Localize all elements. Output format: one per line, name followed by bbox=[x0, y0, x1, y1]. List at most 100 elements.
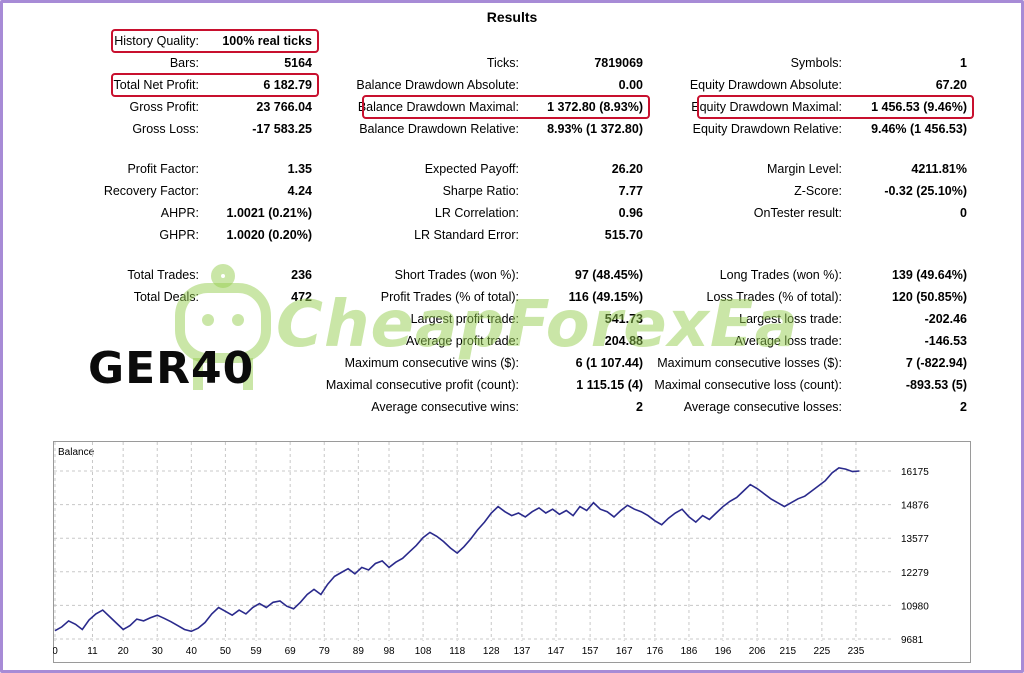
stat-value-ghpr: 1.0020 (0.20%) bbox=[226, 228, 312, 242]
stat-label-total-net-profit: Total Net Profit: bbox=[113, 78, 199, 92]
stat-label-total-deals: Total Deals: bbox=[133, 290, 199, 304]
highlight-box-equity-dd-max bbox=[697, 95, 974, 119]
stat-label-total-trades: Total Trades: bbox=[127, 268, 199, 282]
x-tick-label: 186 bbox=[681, 646, 698, 657]
stat-label-average-profit: Average profit trade: bbox=[405, 334, 519, 348]
stat-label-equity-dd-rel: Equity Drawdown Relative: bbox=[692, 122, 842, 136]
x-tick-label: 59 bbox=[251, 646, 263, 657]
stat-value-equity-dd-max: 1 456.53 (9.46%) bbox=[871, 100, 967, 114]
x-tick-label: 108 bbox=[415, 646, 432, 657]
y-tick-label: 10980 bbox=[901, 601, 929, 612]
stat-value-ahpr: 1.0021 (0.21%) bbox=[226, 206, 312, 220]
stat-value-avg-consec-losses: 2 bbox=[960, 400, 967, 414]
x-tick-label: 206 bbox=[749, 646, 766, 657]
x-tick-label: 69 bbox=[285, 646, 297, 657]
stat-label-sharpe-ratio: Sharpe Ratio: bbox=[442, 184, 519, 198]
x-tick-label: 79 bbox=[319, 646, 331, 657]
stat-value-history-quality: 100% real ticks bbox=[222, 34, 312, 48]
stat-label-equity-dd-max: Equity Drawdown Maximal: bbox=[691, 100, 842, 114]
stat-label-long-trades: Long Trades (won %): bbox=[719, 268, 842, 282]
stat-label-maximal-consec-loss: Maximal consecutive loss (count): bbox=[654, 378, 842, 392]
stat-label-z-score: Z-Score: bbox=[794, 184, 842, 198]
stat-label-recovery-factor: Recovery Factor: bbox=[103, 184, 199, 198]
x-tick-label: 137 bbox=[514, 646, 531, 657]
stat-value-ontester: 0 bbox=[960, 206, 967, 220]
stat-label-history-quality: History Quality: bbox=[114, 34, 199, 48]
x-tick-label: 196 bbox=[715, 646, 732, 657]
stat-label-gross-profit: Gross Profit: bbox=[129, 100, 199, 114]
x-tick-label: 89 bbox=[353, 646, 365, 657]
stat-label-gross-loss: Gross Loss: bbox=[132, 122, 199, 136]
stat-label-largest-profit: Largest profit trade: bbox=[410, 312, 519, 326]
results-title: Results bbox=[486, 9, 538, 25]
stat-label-average-loss: Average loss trade: bbox=[734, 334, 842, 348]
x-tick-label: 40 bbox=[186, 646, 198, 657]
x-tick-label: 98 bbox=[383, 646, 395, 657]
stat-value-long-trades: 139 (49.64%) bbox=[891, 268, 967, 282]
stat-value-bars: 5164 bbox=[284, 56, 312, 70]
stat-label-max-consec-wins: Maximum consecutive wins ($): bbox=[344, 356, 519, 370]
stat-value-max-consec-wins: 6 (1 107.44) bbox=[575, 356, 643, 370]
stat-value-total-deals: 472 bbox=[291, 290, 312, 304]
stat-label-symbols: Symbols: bbox=[790, 56, 842, 70]
stat-value-expected-payoff: 26.20 bbox=[611, 162, 643, 176]
stat-label-lr-std-error: LR Standard Error: bbox=[414, 228, 519, 242]
stat-value-equity-dd-rel: 9.46% (1 456.53) bbox=[871, 122, 967, 136]
stat-value-lr-std-error: 515.70 bbox=[604, 228, 643, 242]
stat-label-balance-dd-max: Balance Drawdown Maximal: bbox=[357, 100, 519, 114]
symbol-badge: GER40 bbox=[88, 343, 255, 394]
stat-label-largest-loss: Largest loss trade: bbox=[739, 312, 842, 326]
stat-value-symbols: 1 bbox=[960, 56, 967, 70]
chart-title: Balance bbox=[58, 447, 95, 458]
stat-value-avg-consec-wins: 2 bbox=[636, 400, 643, 414]
x-tick-label: 157 bbox=[582, 646, 599, 657]
highlight-box-history-quality bbox=[111, 29, 319, 53]
stat-value-largest-profit: 541.73 bbox=[604, 312, 643, 326]
x-tick-label: 215 bbox=[779, 646, 796, 657]
highlight-box-balance-dd-max bbox=[362, 95, 650, 119]
stat-value-gross-profit: 23 766.04 bbox=[256, 100, 312, 114]
stat-value-max-consec-losses: 7 (-822.94) bbox=[905, 356, 967, 370]
stat-value-average-loss: -146.53 bbox=[924, 334, 967, 348]
stat-label-ahpr: AHPR: bbox=[160, 206, 199, 220]
stat-label-balance-dd-abs: Balance Drawdown Absolute: bbox=[356, 78, 519, 92]
y-tick-label: 12279 bbox=[901, 568, 929, 579]
stat-value-balance-dd-rel: 8.93% (1 372.80) bbox=[547, 122, 643, 136]
stat-label-profit-factor: Profit Factor: bbox=[127, 162, 199, 176]
stat-value-sharpe-ratio: 7.77 bbox=[618, 184, 643, 198]
stat-value-balance-dd-max: 1 372.80 (8.93%) bbox=[547, 100, 643, 114]
stat-value-lr-correlation: 0.96 bbox=[618, 206, 643, 220]
stat-value-profit-factor: 1.35 bbox=[287, 162, 312, 176]
y-tick-label: 9681 bbox=[901, 635, 924, 646]
stat-label-profit-trades: Profit Trades (% of total): bbox=[380, 290, 519, 304]
stat-value-ticks: 7819069 bbox=[594, 56, 643, 70]
highlight-box-total-net-profit bbox=[111, 73, 319, 97]
stat-label-bars: Bars: bbox=[169, 56, 199, 70]
stat-value-average-profit: 204.88 bbox=[604, 334, 643, 348]
stat-label-ontester: OnTester result: bbox=[753, 206, 842, 220]
x-tick-label: 30 bbox=[152, 646, 164, 657]
y-tick-label: 13577 bbox=[901, 534, 929, 545]
stat-label-avg-consec-losses: Average consecutive losses: bbox=[683, 400, 842, 414]
x-tick-label: 20 bbox=[118, 646, 130, 657]
stat-label-max-consec-losses: Maximum consecutive losses ($): bbox=[657, 356, 842, 370]
y-tick-label: 14876 bbox=[901, 501, 929, 512]
stat-value-short-trades: 97 (48.45%) bbox=[574, 268, 643, 282]
y-tick-label: 16175 bbox=[901, 467, 929, 478]
stat-label-ghpr: GHPR: bbox=[159, 228, 199, 242]
stat-value-total-net-profit: 6 182.79 bbox=[263, 78, 312, 92]
chart-frame bbox=[53, 441, 971, 663]
x-tick-label: 147 bbox=[548, 646, 565, 657]
stat-value-maximal-consec-loss: -893.53 (5) bbox=[905, 378, 967, 392]
stat-value-equity-dd-abs: 67.20 bbox=[935, 78, 967, 92]
balance-chart: Balance 16175 14876 13577 12279 10980 9681 0 1… bbox=[53, 441, 971, 663]
stat-value-recovery-factor: 4.24 bbox=[287, 184, 312, 198]
x-tick-label: 118 bbox=[449, 646, 465, 657]
stat-value-total-trades: 236 bbox=[291, 268, 312, 282]
x-tick-label: 128 bbox=[483, 646, 500, 657]
stat-value-z-score: -0.32 (25.10%) bbox=[884, 184, 967, 198]
stat-label-expected-payoff: Expected Payoff: bbox=[424, 162, 519, 176]
x-tick-label: 176 bbox=[647, 646, 664, 657]
stat-value-gross-loss: -17 583.25 bbox=[252, 122, 312, 136]
